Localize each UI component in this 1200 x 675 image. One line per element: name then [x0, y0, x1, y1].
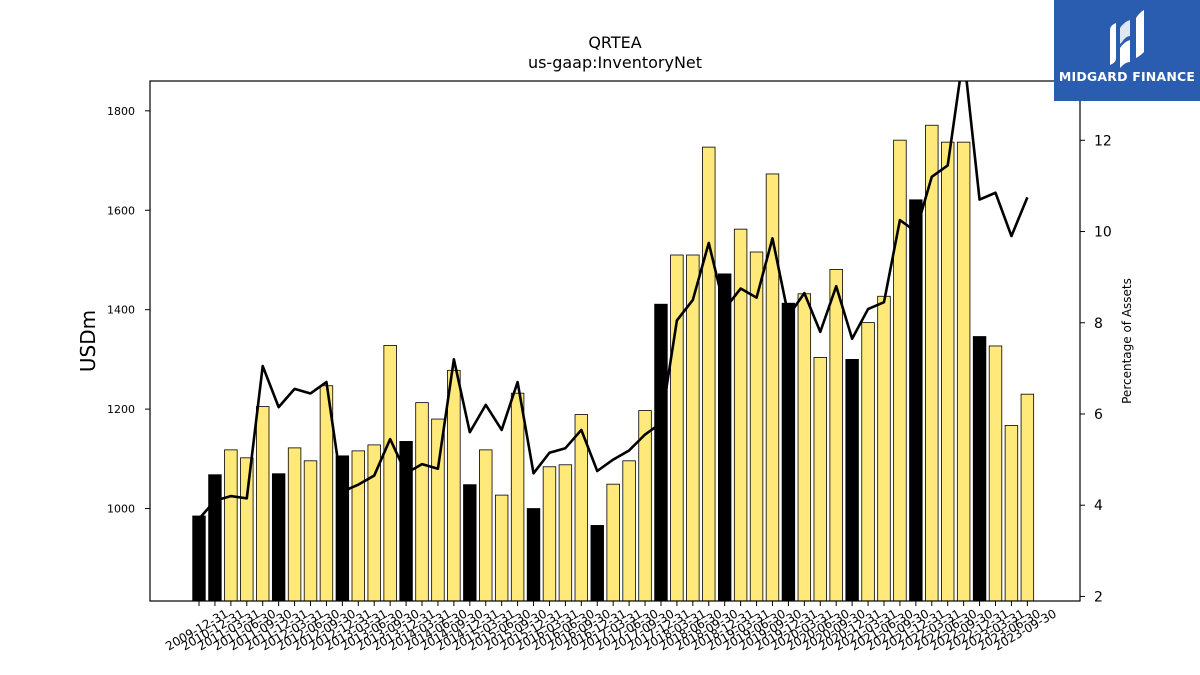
y2-tick-label: 6 — [1094, 407, 1103, 423]
bar — [670, 254, 684, 602]
bar — [1020, 393, 1035, 602]
bar — [303, 460, 318, 602]
bar — [988, 345, 1003, 602]
bar — [733, 228, 748, 602]
y-tick-label: 1000 — [107, 503, 135, 516]
bar — [590, 525, 604, 602]
y-axis-label: USDm — [76, 310, 100, 372]
bar — [956, 141, 971, 602]
bar — [749, 251, 764, 602]
plot-frame — [149, 80, 1081, 602]
bar — [510, 392, 525, 602]
bar — [972, 336, 987, 602]
y-axis-right: 2 4 6 8 10 12 — [1080, 133, 1112, 605]
bar — [877, 295, 891, 602]
bar — [447, 369, 461, 602]
bar — [909, 199, 923, 602]
bar — [463, 484, 477, 602]
y2-tick-label: 12 — [1094, 133, 1112, 149]
bar — [224, 449, 238, 602]
logo-text: MIDGARD FINANCE — [1058, 69, 1196, 84]
y-axis-left: 1000 1200 1400 1600 1800 — [107, 105, 150, 516]
bar — [781, 302, 796, 602]
bar — [494, 494, 509, 602]
bar — [797, 293, 812, 602]
y2-tick-label: 4 — [1094, 498, 1103, 514]
bar — [208, 474, 222, 602]
bar — [526, 508, 541, 602]
bar — [702, 146, 716, 602]
bar — [271, 473, 286, 602]
bar — [622, 460, 636, 602]
bar — [893, 139, 907, 602]
bar — [240, 457, 254, 602]
bar — [542, 466, 557, 602]
y-tick-label: 1600 — [107, 204, 135, 217]
chart-title: QRTEA — [588, 33, 641, 52]
percentage-line — [198, 81, 1029, 520]
bar-series — [192, 124, 1035, 602]
bar — [941, 141, 955, 602]
y-tick-label: 1400 — [107, 304, 135, 317]
bar — [256, 406, 270, 602]
bar — [415, 402, 429, 602]
bar — [351, 450, 366, 602]
bar — [479, 449, 493, 602]
bar — [1004, 425, 1019, 602]
bar — [829, 269, 843, 602]
x-axis: 2009-12-312010-12-312011-03-312011-06-30… — [163, 601, 1059, 653]
y-tick-label: 1800 — [107, 105, 135, 118]
y-tick-label: 1200 — [107, 403, 135, 416]
brand-logo: MIDGARD FINANCE — [1054, 0, 1200, 101]
y2-tick-label: 10 — [1094, 225, 1112, 241]
y2-axis-label: Percentage of Assets — [1120, 278, 1134, 404]
bar — [558, 464, 573, 602]
y2-tick-label: 8 — [1094, 316, 1103, 332]
bar — [654, 303, 668, 602]
bar — [383, 345, 397, 602]
bar — [717, 273, 732, 602]
logo-mark-icon — [1054, 0, 1200, 101]
bar — [861, 322, 875, 602]
bar — [335, 455, 350, 602]
bar — [192, 515, 206, 602]
bar — [813, 357, 827, 602]
y2-tick-label: 2 — [1094, 589, 1103, 605]
plot-border — [149, 80, 1081, 602]
bar — [606, 483, 620, 602]
chart-subtitle: us-gaap:InventoryNet — [528, 53, 702, 72]
bar — [287, 447, 302, 602]
bar — [925, 124, 939, 602]
bar — [845, 358, 859, 602]
